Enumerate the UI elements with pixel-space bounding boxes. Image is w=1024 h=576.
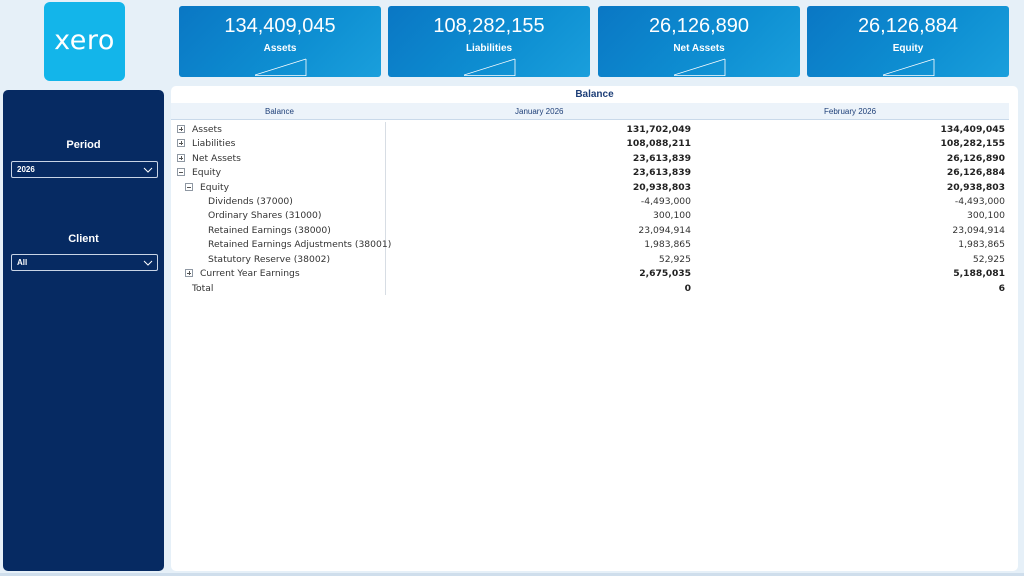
table-row-liabilities: Liabilities 108,088,211 108,282,155 [171, 137, 1009, 151]
table-row-current-year-earnings: Current Year Earnings 2,675,035 5,188,08… [171, 267, 1009, 281]
kpi-value: 26,126,890 [648, 15, 750, 37]
row-label: Equity [192, 167, 222, 178]
table-row-retained-earnings-adjustments: Retained Earnings Adjustments (38001) 1,… [171, 238, 1009, 252]
kpi-card-assets[interactable]: 134,409,045 Assets [179, 6, 381, 77]
kpi-card-equity[interactable]: 26,126,884 Equity [807, 6, 1009, 77]
row-value-january: 0 [684, 283, 691, 294]
minus-box-icon[interactable] [185, 183, 193, 191]
table-row-equity-sub: Equity 20,938,803 20,938,803 [171, 181, 1009, 195]
table-header: Balance January 2026 February 2026 [171, 103, 1009, 120]
row-value-february: 108,282,155 [940, 138, 1005, 149]
column-header-january[interactable]: January 2026 [515, 107, 564, 116]
chevron-down-icon [143, 260, 153, 266]
row-label: Current Year Earnings [200, 268, 300, 279]
table-row-retained-earnings: Retained Earnings (38000) 23,094,914 23,… [171, 224, 1009, 238]
xero-logo: xero [44, 2, 125, 81]
row-value-february: 5,188,081 [953, 268, 1005, 279]
period-dropdown[interactable]: 2026 [11, 161, 158, 178]
row-value-february: 134,409,045 [940, 124, 1005, 135]
row-label: Liabilities [192, 138, 236, 149]
row-value-february: 300,100 [967, 210, 1005, 221]
sparkline-icon [464, 58, 516, 76]
table-row-net-assets: Net Assets 23,613,839 26,126,890 [171, 152, 1009, 166]
table-row-ordinary-shares: Ordinary Shares (31000) 300,100 300,100 [171, 209, 1009, 223]
row-value-february: 23,094,914 [952, 225, 1005, 236]
row-label: Total [192, 283, 214, 294]
row-value-february: 52,925 [972, 254, 1005, 265]
row-value-january: 300,100 [653, 210, 691, 221]
kpi-card-net-assets[interactable]: 26,126,890 Net Assets [598, 6, 800, 77]
plus-box-icon[interactable] [177, 125, 185, 133]
kpi-label: Equity [892, 43, 924, 54]
kpi-value: 26,126,884 [857, 15, 959, 37]
row-value-january: 108,088,211 [626, 138, 691, 149]
row-value-february: -4,493,000 [954, 196, 1005, 207]
sparkline-icon [883, 58, 935, 76]
kpi-value: 108,282,155 [433, 15, 545, 37]
row-value-january: 131,702,049 [626, 124, 691, 135]
column-divider [385, 122, 386, 295]
filter-panel: Period 2026 Client All [3, 90, 164, 571]
kpi-label: Net Assets [673, 43, 725, 54]
table-row-dividends: Dividends (37000) -4,493,000 -4,493,000 [171, 195, 1009, 209]
plus-box-icon[interactable] [177, 139, 185, 147]
row-value-february: 6 [998, 283, 1005, 294]
table-row-total: Total 0 6 [171, 282, 1009, 296]
row-label: Statutory Reserve (38002) [208, 254, 331, 265]
row-label: Retained Earnings (38000) [208, 225, 331, 236]
row-value-february: 1,983,865 [958, 239, 1005, 250]
balance-table-panel: Balance Balance January 2026 February 20… [171, 86, 1018, 571]
client-filter-title: Client [68, 233, 99, 245]
row-label: Dividends (37000) [208, 196, 293, 207]
chevron-down-icon [143, 167, 153, 173]
sparkline-icon [674, 58, 726, 76]
row-value-january: 1,983,865 [644, 239, 691, 250]
row-value-february: 26,126,884 [946, 167, 1005, 178]
table-row-assets: Assets 131,702,049 134,409,045 [171, 123, 1009, 137]
row-label: Equity [200, 182, 230, 193]
row-value-february: 26,126,890 [946, 153, 1005, 164]
kpi-card-liabilities[interactable]: 108,282,155 Liabilities [388, 6, 590, 77]
table-row-equity: Equity 23,613,839 26,126,884 [171, 166, 1009, 180]
row-label: Retained Earnings Adjustments (38001) [208, 239, 392, 250]
bottom-strip [0, 573, 1024, 576]
client-selected-value: All [17, 258, 28, 267]
row-value-january: 23,613,839 [632, 167, 691, 178]
kpi-value: 134,409,045 [224, 15, 336, 37]
row-value-january: -4,493,000 [640, 196, 691, 207]
row-value-january: 23,094,914 [638, 225, 691, 236]
period-selected-value: 2026 [17, 165, 35, 174]
kpi-label: Assets [263, 43, 297, 54]
row-label: Net Assets [192, 153, 241, 164]
row-value-january: 2,675,035 [639, 268, 691, 279]
row-value-january: 23,613,839 [632, 153, 691, 164]
logo-text: xero [54, 25, 115, 56]
table-row-statutory-reserve: Statutory Reserve (38002) 52,925 52,925 [171, 253, 1009, 267]
table-title: Balance [575, 89, 614, 100]
kpi-label: Liabilities [465, 43, 513, 54]
sparkline-icon [255, 58, 307, 76]
plus-box-icon[interactable] [177, 154, 185, 162]
column-header-balance[interactable]: Balance [265, 107, 294, 116]
row-label: Assets [192, 124, 222, 135]
row-value-january: 20,938,803 [632, 182, 691, 193]
plus-box-icon[interactable] [185, 269, 193, 277]
row-value-february: 20,938,803 [946, 182, 1005, 193]
period-filter-title: Period [66, 139, 101, 151]
client-dropdown[interactable]: All [11, 254, 158, 271]
column-header-february[interactable]: February 2026 [824, 107, 877, 116]
minus-box-icon[interactable] [177, 168, 185, 176]
row-label: Ordinary Shares (31000) [208, 210, 322, 221]
row-value-january: 52,925 [658, 254, 691, 265]
